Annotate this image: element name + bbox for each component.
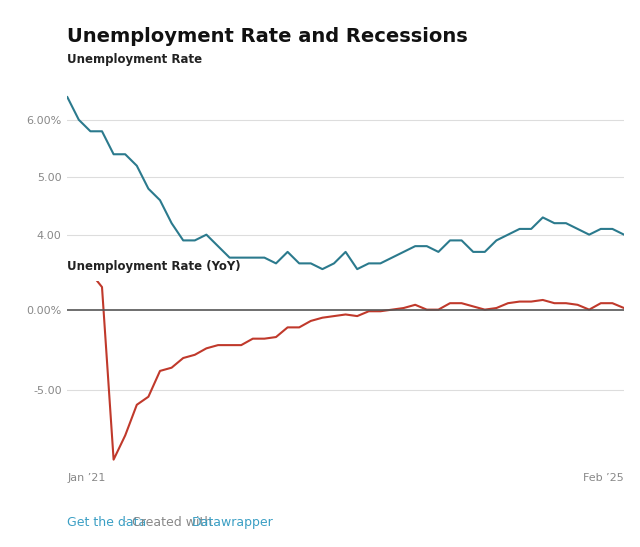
Text: Unemployment Rate (YoY): Unemployment Rate (YoY) [67, 260, 241, 273]
Text: Jan ’21: Jan ’21 [67, 473, 106, 484]
Text: Feb ’25: Feb ’25 [583, 283, 624, 293]
Text: · Created with: · Created with [120, 516, 216, 529]
Text: Datawrapper: Datawrapper [192, 516, 274, 529]
Text: Unemployment Rate and Recessions: Unemployment Rate and Recessions [67, 27, 468, 46]
Text: Get the data: Get the data [67, 516, 147, 529]
Text: Unemployment Rate: Unemployment Rate [67, 53, 202, 66]
Text: Feb ’25: Feb ’25 [583, 473, 624, 484]
Text: Jan ’21: Jan ’21 [67, 283, 106, 293]
